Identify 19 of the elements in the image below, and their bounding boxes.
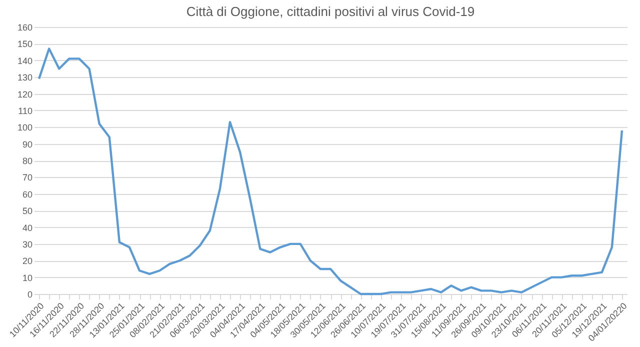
y-tick-label: 60 [22,189,32,200]
y-tick-label: 150 [17,39,32,50]
y-tick-label: 20 [22,256,32,266]
y-tick-label: 110 [18,106,32,116]
line-series [38,48,624,296]
y-tick-label: 40 [22,222,32,233]
y-tick-label: 50 [22,206,32,216]
y-tick-label: 10 [22,272,32,283]
y-tick-label: 30 [22,239,32,250]
y-tick-label: 0 [27,290,32,300]
y-tick-label: 160 [17,22,32,32]
y-tick-label: 70 [22,172,32,183]
y-tick-label: 120 [17,89,32,100]
y-tick-label: 80 [22,156,32,166]
chart-title: Città di Oggione, cittadini positivi al virus Covid-19 [186,4,475,19]
y-tick-label: 130 [17,72,32,83]
y-tick-label: 100 [17,122,32,133]
y-tick-label: 90 [22,139,32,150]
y-tick-label: 140 [17,56,32,66]
